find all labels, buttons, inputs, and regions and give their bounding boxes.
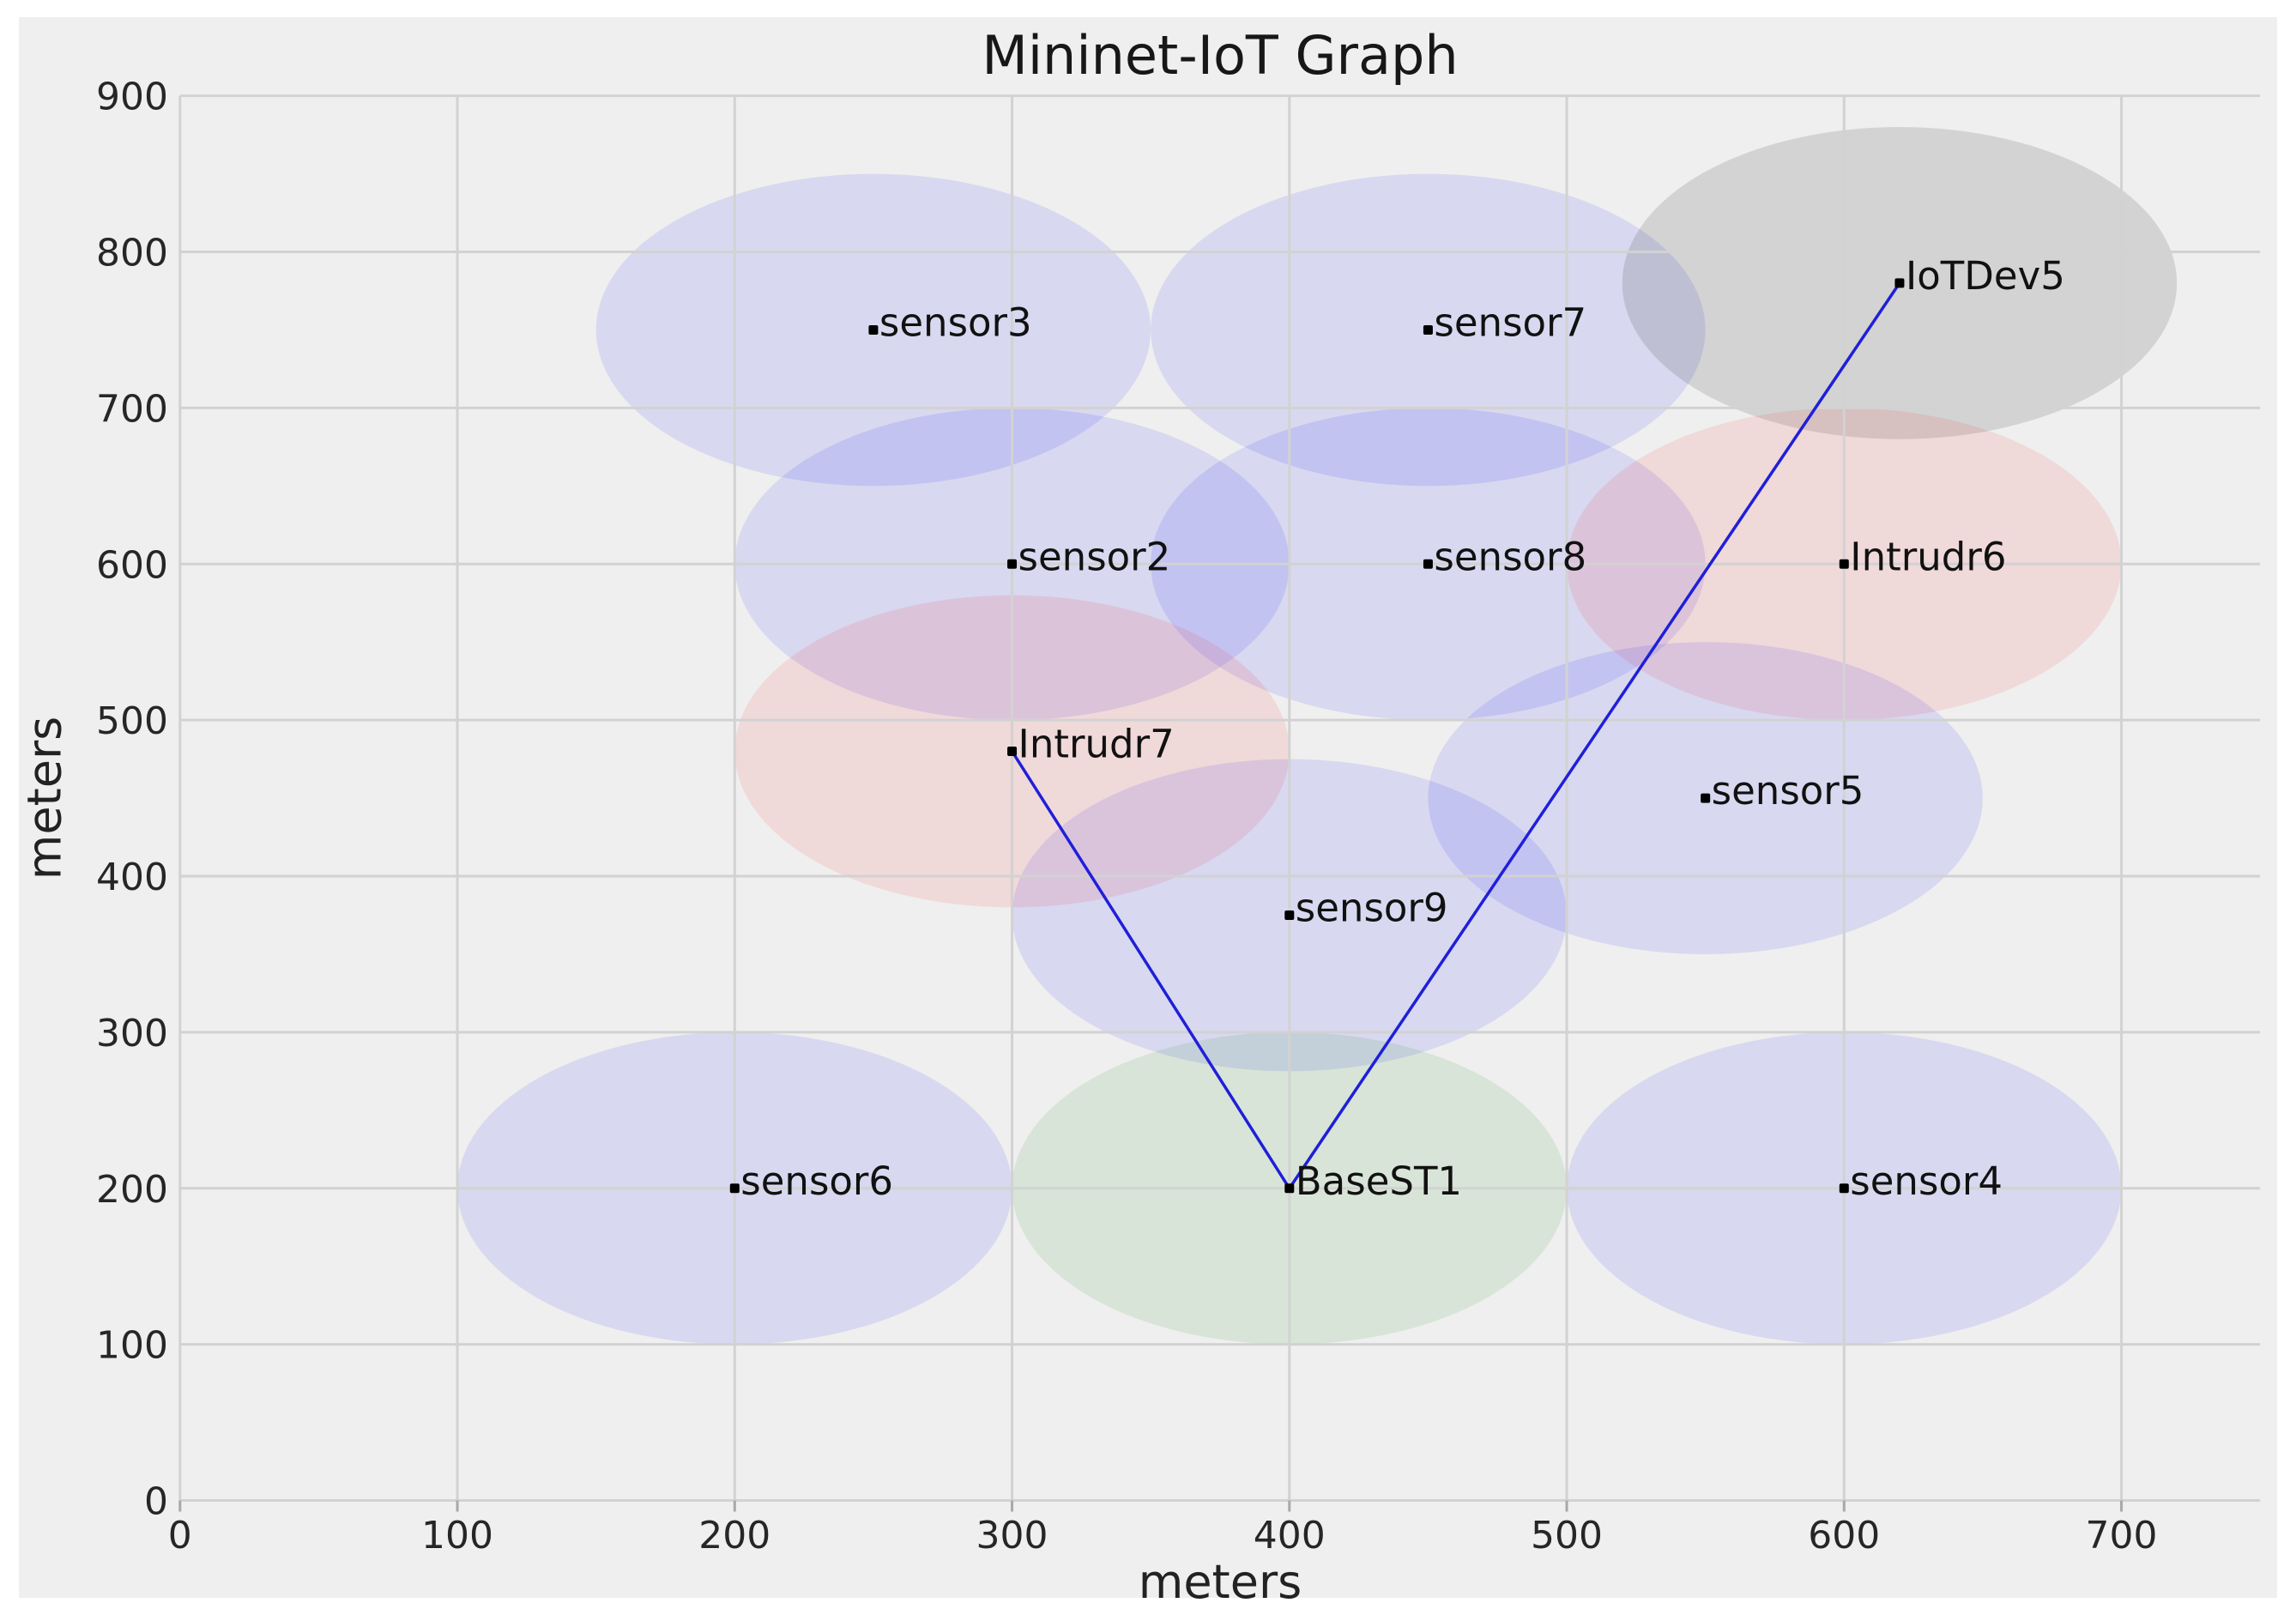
- node-marker-IoTDev5: [1894, 278, 1905, 288]
- label-layer: sensor3 sensor7 IoTDev5 sensor2 sensor8 Intru…: [740, 253, 2065, 1204]
- node-label-sensor3: sensor3: [879, 299, 1032, 345]
- x-tick-label-200: 200: [698, 1514, 770, 1558]
- y-tick-label-600: 600: [96, 543, 168, 587]
- node-marker-sensor5: [1701, 793, 1711, 803]
- tickmark-layer: [178, 1500, 2124, 1512]
- node-marker-Intrudr7: [1007, 747, 1018, 757]
- node-marker-Intrudr6: [1839, 559, 1849, 569]
- node-label-sensor9: sensor9: [1296, 885, 1448, 930]
- marker-layer: [729, 278, 1905, 1194]
- node-marker-BaseST1: [1284, 1183, 1295, 1194]
- node-marker-sensor8: [1423, 559, 1433, 569]
- node-label-sensor7: sensor7: [1434, 299, 1586, 345]
- node-marker-sensor7: [1423, 324, 1433, 335]
- node-label-sensor2: sensor2: [1018, 534, 1171, 579]
- node-label-sensor8: sensor8: [1434, 534, 1586, 579]
- node-label-Intrudr6: Intrudr6: [1850, 534, 2006, 579]
- node-label-sensor6: sensor6: [740, 1158, 893, 1204]
- x-tick-label-500: 500: [1531, 1514, 1603, 1558]
- node-marker-sensor2: [1007, 559, 1018, 569]
- y-axis-label: meters: [17, 716, 72, 880]
- link-BaseST1-IoTDev5: [1288, 281, 1901, 1189]
- x-tick-label-700: 700: [2086, 1514, 2158, 1558]
- node-marker-sensor6: [729, 1183, 740, 1194]
- node-label-Intrudr7: Intrudr7: [1018, 722, 1175, 767]
- node-label-BaseST1: BaseST1: [1296, 1158, 1462, 1204]
- node-marker-sensor4: [1839, 1183, 1849, 1194]
- y-tick-label-0: 0: [144, 1480, 168, 1524]
- ticklabel-layer: 0 100 200 300 400 500 600 700 0 100 200 300 400 500 60…: [96, 76, 2158, 1558]
- y-tick-label-300: 300: [96, 1012, 168, 1055]
- x-tick-label-100: 100: [421, 1514, 493, 1558]
- x-tick-label-0: 0: [168, 1514, 192, 1558]
- y-tick-label-900: 900: [96, 76, 168, 119]
- y-tick-label-400: 400: [96, 856, 168, 899]
- y-tick-label-800: 800: [96, 232, 168, 275]
- link-BaseST1-Intrudr7: [1011, 750, 1291, 1189]
- node-label-sensor5: sensor5: [1712, 768, 1864, 814]
- gridtop-layer: [178, 94, 2261, 1502]
- node-label-IoTDev5: IoTDev5: [1906, 253, 2065, 299]
- y-tick-label-100: 100: [96, 1324, 168, 1368]
- x-axis-label: meters: [1138, 1555, 1302, 1609]
- edge-layer: [1011, 281, 1901, 1189]
- y-tick-label-500: 500: [96, 699, 168, 743]
- x-tick-label-300: 300: [976, 1514, 1048, 1558]
- node-marker-sensor9: [1284, 910, 1295, 920]
- node-label-sensor4: sensor4: [1850, 1158, 2003, 1204]
- x-tick-label-400: 400: [1254, 1514, 1326, 1558]
- node-marker-sensor3: [868, 324, 879, 335]
- y-tick-label-200: 200: [96, 1168, 168, 1212]
- y-tick-label-700: 700: [96, 387, 168, 431]
- chart-title: Mininet-IoT Graph: [982, 24, 1459, 87]
- x-tick-label-600: 600: [1808, 1514, 1880, 1558]
